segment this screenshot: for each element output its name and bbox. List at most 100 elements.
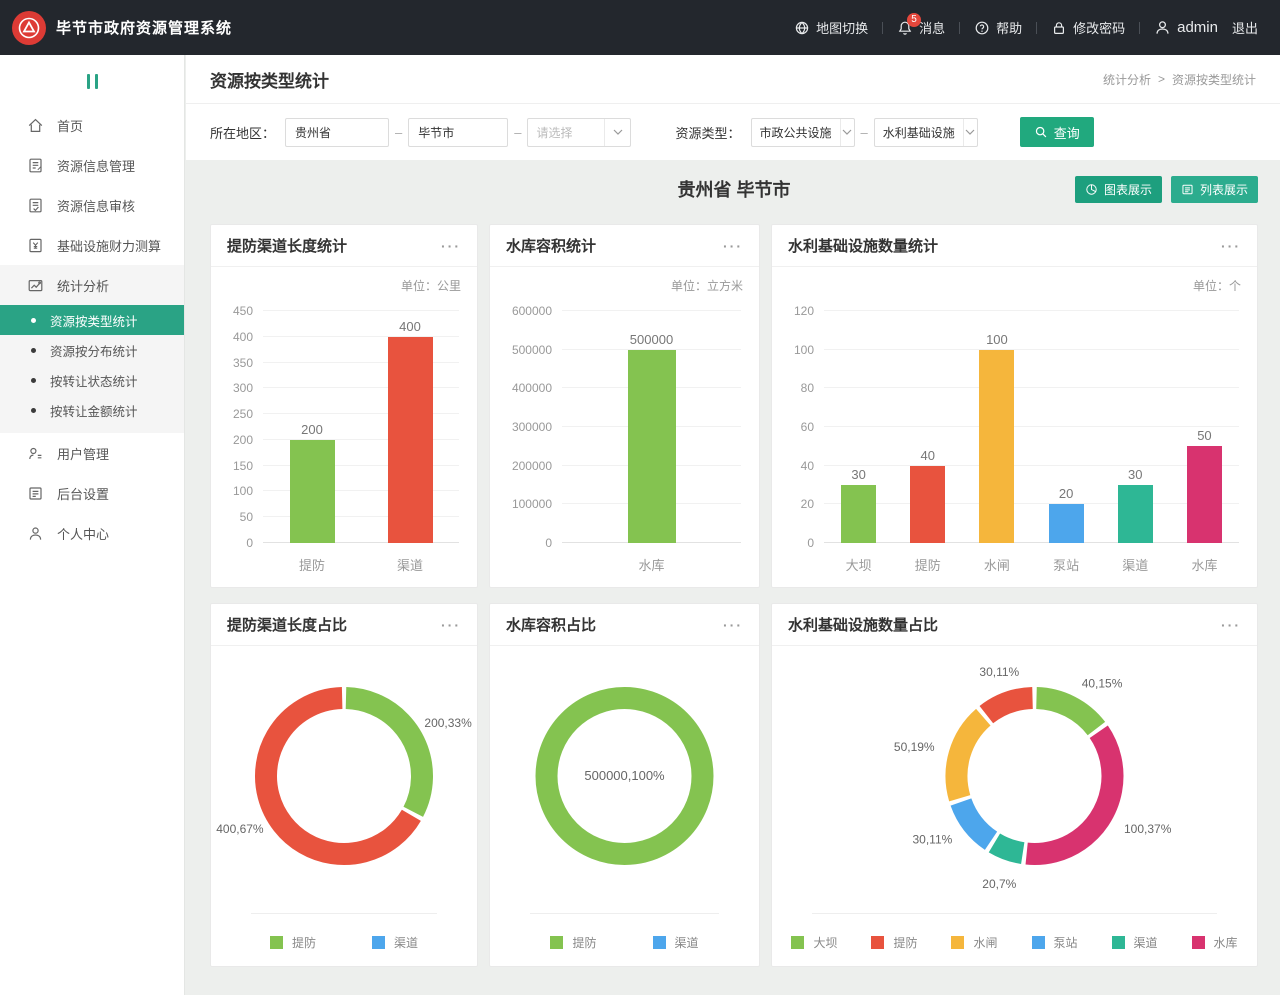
- list-icon: [1182, 184, 1193, 195]
- y-axis-tick: 350: [232, 355, 253, 370]
- x-axis-label: 泵站: [1053, 558, 1080, 573]
- section-header: 贵州省 毕节市 图表展示 列表展示: [210, 173, 1258, 213]
- district-select[interactable]: 请选择: [527, 117, 632, 147]
- legend-item[interactable]: 提防: [871, 934, 917, 951]
- donut-slice-label: 200,33%: [424, 716, 472, 730]
- donut-chart: 500000,100% 提防 渠道: [490, 646, 759, 966]
- sidebar-menu: 首页 资源信息管理 资源信息审核 基础设施财力测算 统计分析 资源按类型统计: [0, 105, 184, 553]
- donut-slice: [535, 687, 714, 865]
- sidebar-subitem-by-transfer-status[interactable]: 按转让状态统计: [0, 365, 184, 395]
- card-menu-icon[interactable]: ···: [441, 237, 461, 254]
- chart-legend: 大坝 提防 水闸 泵站 渠道 水库: [772, 934, 1257, 951]
- breadcrumb-parent[interactable]: 统计分析: [1102, 72, 1151, 87]
- section-title: 贵州省 毕节市: [677, 180, 791, 200]
- sidebar-item-infra-calculation[interactable]: 基础设施财力测算: [0, 225, 184, 265]
- card-menu-icon[interactable]: ···: [441, 616, 461, 633]
- list-view-button[interactable]: 列表展示: [1170, 176, 1258, 203]
- help-button[interactable]: 帮助: [974, 18, 1022, 37]
- sidebar-item-statistics[interactable]: 统计分析: [0, 265, 184, 305]
- y-axis-tick: 300: [232, 381, 253, 396]
- donut-slice-label: 400,67%: [216, 822, 264, 836]
- search-button[interactable]: 查询: [1019, 117, 1094, 147]
- bar-value-label: 40: [920, 447, 935, 463]
- doc-check-icon: [29, 198, 42, 212]
- province-input[interactable]: [285, 117, 390, 147]
- resource-type-select-1[interactable]: 市政公共设施: [750, 117, 855, 147]
- sidebar-item-user-management[interactable]: 用户管理: [0, 433, 184, 473]
- sidebar-item-resource-review[interactable]: 资源信息审核: [0, 185, 184, 225]
- legend-swatch: [1031, 936, 1045, 949]
- app-title: 毕节市政府资源管理系统: [56, 20, 233, 37]
- filter-bar: 所在地区： – – 请选择 资源类型： 市政公共设施 – 水利基础设施 查询: [186, 103, 1280, 160]
- legend-swatch: [1191, 936, 1205, 949]
- sidebar-item-home[interactable]: 首页: [0, 105, 184, 145]
- donut-slice: [945, 687, 1124, 865]
- card-menu-icon[interactable]: ···: [723, 616, 743, 633]
- y-axis-tick: 200000: [511, 458, 552, 473]
- sidebar-subitem-by-type[interactable]: 资源按类型统计: [0, 305, 184, 335]
- city-input[interactable]: [408, 117, 509, 147]
- sidebar-item-profile[interactable]: 个人中心: [0, 513, 184, 553]
- y-axis-tick: 150: [232, 458, 253, 473]
- sidebar-subitem-by-distribution[interactable]: 资源按分布统计: [0, 335, 184, 365]
- resource-type-label: 资源类型：: [675, 125, 741, 141]
- donut-slice-label: 20,7%: [982, 877, 1016, 891]
- y-axis-tick: 100: [793, 342, 814, 357]
- card-water-infra-ratio: 水利基础设施数量占比 ··· 40,15% 100,37% 20,7% 30,11% 50…: [771, 603, 1258, 967]
- user-menu[interactable]: admin: [1154, 19, 1218, 36]
- donut-slice-label: 30,11%: [979, 665, 1019, 679]
- legend-item[interactable]: 渠道: [372, 934, 418, 951]
- map-switch-button[interactable]: 地图切换: [794, 18, 868, 37]
- legend-item[interactable]: 渠道: [1111, 934, 1158, 951]
- donut-slice: [255, 687, 433, 865]
- card-title: 提防渠道长度占比: [227, 617, 348, 634]
- legend-swatch: [791, 936, 805, 949]
- legend-item[interactable]: 泵站: [1031, 934, 1078, 951]
- y-axis-tick: 300000: [511, 420, 552, 434]
- resource-type-select-2[interactable]: 水利基础设施: [873, 117, 978, 147]
- chart-view-button[interactable]: 图表展示: [1074, 176, 1162, 203]
- y-axis-tick: 400: [232, 329, 253, 344]
- card-reservoir-ratio: 水库容积占比 ··· 500000,100% 提防 渠道: [489, 603, 760, 967]
- doc-edit-icon: [29, 158, 42, 172]
- bar-value-label: 100: [986, 331, 1008, 347]
- plot-area: 0 100000 200000 300000 400000 500000 600000 50…: [512, 304, 741, 550]
- card-dike-channel-length: 提防渠道长度统计 ··· 单位：公里 0 50 100 150 200 250 300 350 40…: [210, 224, 478, 588]
- y-axis-tick: 40: [800, 458, 814, 473]
- bullet-icon: [31, 377, 36, 383]
- legend-item[interactable]: 水库: [1191, 934, 1238, 951]
- x-axis-label: 渠道: [1122, 558, 1149, 573]
- legend-swatch: [871, 936, 885, 949]
- legend-label: 提防: [572, 936, 597, 950]
- bar-chart: 单位：个 0 20 40 60 80 100 120 30 40 100 20 30: [772, 267, 1257, 587]
- x-axis-label: 水库: [1191, 558, 1218, 573]
- change-password-button[interactable]: 修改密码: [1051, 18, 1125, 37]
- legend-swatch: [951, 936, 965, 949]
- sidebar-subitem-by-transfer-amount[interactable]: 按转让金额统计: [0, 395, 184, 425]
- bar-chart: 单位：立方米 0 100000 200000 300000 400000 500000 600…: [490, 267, 759, 587]
- bar-value-label: 500000: [629, 331, 674, 347]
- card-menu-icon[interactable]: ···: [723, 237, 743, 254]
- card-menu-icon[interactable]: ···: [1221, 616, 1241, 633]
- logout-button[interactable]: 退出: [1231, 21, 1258, 36]
- x-axis-label: 渠道: [396, 558, 423, 573]
- legend-item[interactable]: 水闸: [951, 934, 998, 951]
- messages-badge: 5: [907, 12, 922, 27]
- bar-slot: 50: [1170, 311, 1239, 543]
- sidebar-collapse-toggle[interactable]: [0, 65, 184, 97]
- legend-item[interactable]: 渠道: [652, 934, 699, 951]
- bullet-icon: [31, 347, 36, 353]
- bar-slot: 400: [361, 311, 459, 543]
- card-menu-icon[interactable]: ···: [1221, 237, 1241, 254]
- legend-item[interactable]: 提防: [550, 934, 597, 951]
- legend-item[interactable]: 提防: [269, 934, 316, 951]
- bar-slot: 30: [824, 311, 893, 543]
- bar: [1117, 485, 1153, 543]
- legend-item[interactable]: 大坝: [791, 934, 837, 951]
- sidebar-item-backend-settings[interactable]: 后台设置: [0, 473, 184, 513]
- bar-value-label: 400: [399, 318, 421, 334]
- messages-button[interactable]: 5 消息: [897, 12, 945, 37]
- sidebar-group-statistics: 统计分析 资源按类型统计 资源按分布统计 按转让状态统计 按转让金额统计: [0, 265, 184, 433]
- chevron-down-icon: [604, 118, 630, 146]
- sidebar-item-resource-management[interactable]: 资源信息管理: [0, 145, 184, 185]
